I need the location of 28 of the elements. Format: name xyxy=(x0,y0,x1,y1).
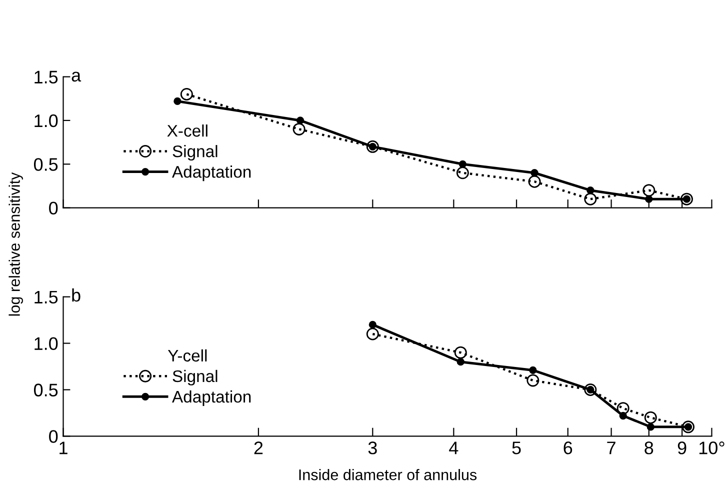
legend-label: Adaptation xyxy=(172,390,251,406)
y-tick-label: 0 xyxy=(49,202,58,215)
x-tick-label: 2 xyxy=(254,442,263,454)
y-tick-label: 1.5 xyxy=(34,70,58,84)
legend-label: Adaptation xyxy=(172,166,251,182)
chart-title: b xyxy=(72,288,80,302)
y-tick-label: 1.0 xyxy=(34,337,58,350)
x-tick-label: 1 xyxy=(60,442,68,454)
chart-title: a xyxy=(72,72,82,82)
x-tick-label: 7 xyxy=(607,442,616,454)
x-axis-title: Inside diameter of annulus xyxy=(299,468,477,480)
y-tick-label: 1.0 xyxy=(34,114,58,128)
y-axis-title: log relative sensitivity xyxy=(8,172,23,316)
x-tick-label: 8 xyxy=(644,442,654,454)
x-tick-label: 6 xyxy=(564,442,572,454)
legend-label: Signal xyxy=(172,370,218,386)
y-tick-label: 1.5 xyxy=(34,290,58,304)
x-tick-label: 9 xyxy=(678,442,686,454)
x-tick-label: 4 xyxy=(449,442,458,454)
x-tick-label: 5 xyxy=(512,442,521,454)
legend-title: Y-cell xyxy=(168,349,207,362)
x-tick-label: 3 xyxy=(368,442,377,454)
legend-label: Signal xyxy=(172,145,218,161)
y-tick-label: 0.5 xyxy=(34,384,58,396)
y-tick-label: 0.5 xyxy=(34,158,58,171)
y-tick-label: 0 xyxy=(49,430,58,443)
legend-title: X-cell xyxy=(167,124,208,137)
x-tick-label: 10° xyxy=(699,442,724,454)
